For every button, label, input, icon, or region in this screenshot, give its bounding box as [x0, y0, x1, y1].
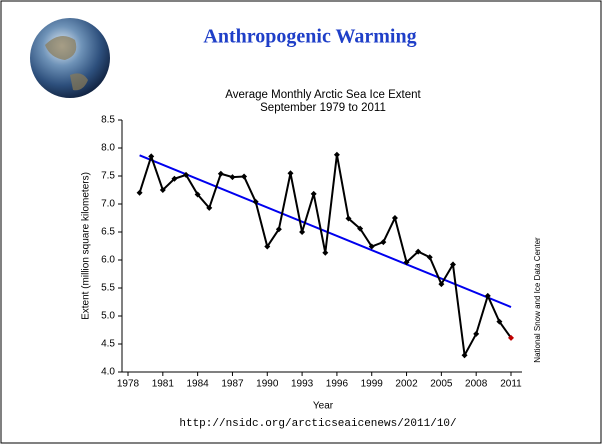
data-point	[287, 170, 294, 177]
data-point	[136, 189, 143, 196]
x-tick-label: 1993	[291, 379, 314, 390]
data-point	[194, 191, 201, 198]
source-url: http://nsidc.org/arcticseaicenews/2011/1…	[179, 418, 456, 430]
data-point	[252, 198, 259, 205]
data-point	[299, 229, 306, 235]
data-point	[183, 171, 190, 178]
chart-title: Average Monthly Arctic Sea Ice Extent	[225, 89, 421, 101]
data-point	[438, 281, 445, 288]
y-tick-label: 8.0	[101, 143, 115, 154]
data-point	[426, 254, 433, 261]
data-point	[484, 292, 491, 299]
source-label: National Snow and Ice Data Center	[533, 237, 542, 363]
y-tick-label: 6.5	[101, 227, 115, 238]
data-point	[310, 190, 317, 197]
trend-line	[139, 154, 512, 308]
x-tick-label: 1987	[221, 379, 244, 390]
data-point	[264, 243, 271, 250]
data-point	[461, 352, 468, 359]
y-tick-label: 6.0	[101, 255, 115, 266]
x-tick-label: 1999	[361, 379, 384, 390]
data-point	[391, 215, 398, 221]
x-tick-label: 1996	[326, 379, 349, 390]
x-tick-label: 1981	[152, 379, 175, 390]
data-point	[415, 248, 422, 255]
data-point	[380, 239, 387, 246]
x-tick-label: 1984	[187, 379, 210, 390]
x-tick-label: 1978	[117, 379, 140, 390]
data-point	[496, 318, 503, 325]
y-tick-label: 5.5	[101, 283, 115, 294]
data-point	[171, 175, 178, 182]
data-point	[345, 215, 352, 222]
data-point	[241, 173, 248, 180]
x-tick-label: 2011	[500, 379, 522, 390]
y-tick-label: 4.0	[101, 367, 115, 378]
earth-image	[30, 18, 110, 98]
y-tick-label: 8.5	[101, 115, 115, 126]
y-axis-label: Extent (million square kilometers)	[81, 172, 92, 320]
data-point	[403, 259, 410, 266]
data-point	[368, 243, 375, 250]
x-tick-label: 1990	[256, 379, 279, 390]
data-point	[148, 153, 155, 160]
data-point	[275, 226, 282, 233]
data-point	[159, 187, 166, 193]
x-tick-label: 2005	[430, 379, 453, 390]
earth-land	[45, 36, 88, 91]
data-point	[508, 334, 514, 341]
data-point	[229, 174, 236, 181]
y-tick-label: 7.5	[101, 171, 115, 182]
y-tick-label: 4.5	[101, 339, 115, 350]
chart-subtitle: September 1979 to 2011	[260, 102, 386, 114]
data-point	[206, 204, 213, 211]
slide-title: Anthropogenic Warming	[203, 26, 416, 48]
x-tick-label: 2008	[465, 379, 488, 390]
y-tick-label: 5.0	[101, 311, 115, 322]
y-tick-label: 7.0	[101, 199, 115, 210]
data-point	[449, 261, 456, 268]
data-point	[473, 330, 480, 337]
data-point	[217, 170, 224, 177]
x-tick-label: 2002	[395, 379, 418, 390]
data-point	[357, 225, 364, 232]
x-axis-label: Year	[313, 401, 334, 412]
data-point	[322, 249, 329, 256]
data-point	[333, 151, 340, 158]
